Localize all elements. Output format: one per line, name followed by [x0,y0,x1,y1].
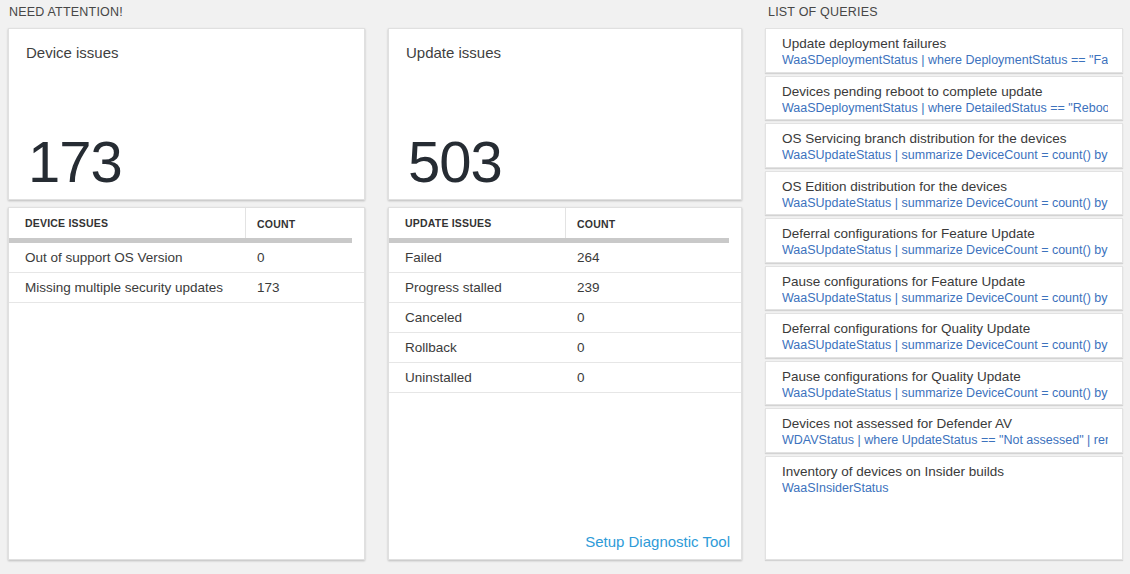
query-list-item[interactable]: OS Servicing branch distribution for the… [765,123,1123,168]
row-label: Out of support OS Version [9,250,246,265]
query-text: WDAVStatus | where UpdateStatus == "Not … [782,433,1108,447]
update-table-header-label: UPDATE ISSUES [405,217,491,229]
row-count: 173 [246,280,280,295]
query-title: Pause configurations for Feature Update [782,274,1108,289]
query-title: Pause configurations for Quality Update [782,369,1108,384]
queries-list: Update deployment failures WaaSDeploymen… [765,28,1123,560]
setup-diagnostic-tool-link[interactable]: Setup Diagnostic Tool [585,533,730,550]
row-label: Failed [389,250,566,265]
query-text: WaaSInsiderStatus [782,481,1108,495]
device-table-header-label: DEVICE ISSUES [25,217,108,229]
update-issues-table-card: UPDATE ISSUES COUNT Failed 264 Progress … [388,207,742,560]
query-title: Update deployment failures [782,36,1108,51]
table-row[interactable]: Out of support OS Version 0 [9,243,364,273]
query-list-item[interactable]: Update deployment failures WaaSDeploymen… [765,28,1123,73]
query-list-item[interactable]: Inventory of devices on Insider builds W… [765,456,1123,561]
row-label: Rollback [389,340,566,355]
row-label: Missing multiple security updates [9,280,246,295]
query-title: Devices not assessed for Defender AV [782,416,1108,431]
row-count: 0 [566,370,585,385]
update-table-header-col-issues: UPDATE ISSUES [389,208,566,238]
query-title: Devices pending reboot to complete updat… [782,84,1108,99]
table-row[interactable]: Canceled 0 [389,303,741,333]
row-label: Progress stalled [389,280,566,295]
device-table-header-col-issues: DEVICE ISSUES [9,208,246,238]
query-text: WaaSUpdateStatus | summarize DeviceCount… [782,386,1108,400]
device-table-header-col-count: COUNT [246,214,295,232]
table-row[interactable]: Missing multiple security updates 173 [9,273,364,303]
query-text: WaaSUpdateStatus | summarize DeviceCount… [782,148,1108,162]
row-count: 0 [566,340,585,355]
query-text: WaaSUpdateStatus | summarize DeviceCount… [782,243,1108,257]
query-text: WaaSUpdateStatus | summarize DeviceCount… [782,196,1108,210]
update-issues-title: Update issues [389,29,741,61]
query-text: WaaSDeploymentStatus | where DetailedSta… [782,101,1108,115]
need-attention-section-label: NEED ATTENTION! [9,5,123,19]
row-label: Uninstalled [389,370,566,385]
query-list-item[interactable]: Deferral configurations for Feature Upda… [765,218,1123,263]
query-title: Deferral configurations for Feature Upda… [782,226,1108,241]
table-row[interactable]: Progress stalled 239 [389,273,741,303]
query-list-item[interactable]: Deferral configurations for Quality Upda… [765,313,1123,358]
row-count: 0 [566,310,585,325]
query-title: Deferral configurations for Quality Upda… [782,321,1108,336]
query-list-item[interactable]: Devices pending reboot to complete updat… [765,76,1123,121]
query-text: WaaSDeploymentStatus | where DeploymentS… [782,53,1108,67]
table-row[interactable]: Uninstalled 0 [389,363,741,393]
update-issues-count: 503 [408,133,502,191]
query-list-item[interactable]: OS Edition distribution for the devices … [765,171,1123,216]
row-count: 239 [566,280,600,295]
row-count: 264 [566,250,600,265]
update-table-count-label: COUNT [577,218,615,230]
device-table-count-label: COUNT [257,218,295,230]
update-table-header: UPDATE ISSUES COUNT [389,208,741,238]
query-title: OS Servicing branch distribution for the… [782,131,1108,146]
device-issues-title: Device issues [9,29,364,61]
row-count: 0 [246,250,265,265]
device-table-header: DEVICE ISSUES COUNT [9,208,364,238]
table-row[interactable]: Rollback 0 [389,333,741,363]
query-title: Inventory of devices on Insider builds [782,464,1108,479]
update-table-header-col-count: COUNT [566,214,615,232]
device-issues-summary-card[interactable]: Device issues 173 [8,28,365,200]
query-title: OS Edition distribution for the devices [782,179,1108,194]
table-row[interactable]: Failed 264 [389,243,741,273]
query-list-item[interactable]: Pause configurations for Feature Update … [765,266,1123,311]
query-text: WaaSUpdateStatus | summarize DeviceCount… [782,291,1108,305]
device-issues-count: 173 [28,133,122,191]
device-issues-table-card: DEVICE ISSUES COUNT Out of support OS Ve… [8,207,365,560]
query-list-item[interactable]: Devices not assessed for Defender AV WDA… [765,408,1123,453]
query-list-item[interactable]: Pause configurations for Quality Update … [765,361,1123,406]
list-of-queries-section-label: LIST OF QUERIES [768,5,878,19]
update-issues-summary-card[interactable]: Update issues 503 [388,28,742,200]
query-text: WaaSUpdateStatus | summarize DeviceCount… [782,338,1108,352]
row-label: Canceled [389,310,566,325]
